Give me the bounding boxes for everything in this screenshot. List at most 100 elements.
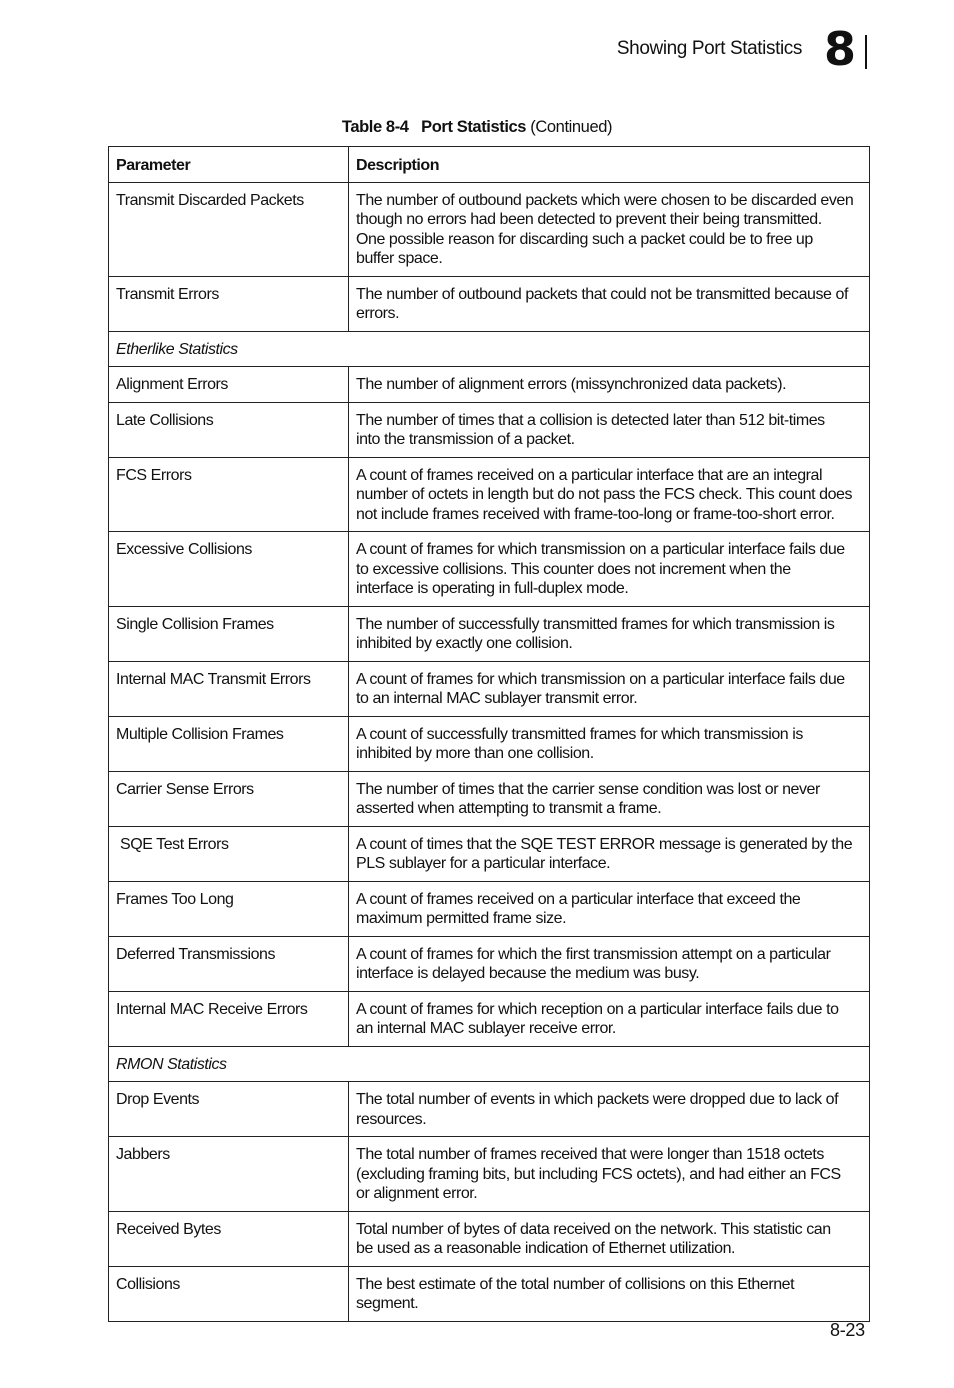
caption-title: Port Statistics	[421, 118, 527, 136]
table-row: FCS Errors A count of frames received on …	[108, 456, 870, 532]
description-line: resources.	[356, 1110, 427, 1128]
description-line: The total number of events in which pack…	[356, 1091, 839, 1108]
parameter-cell: Alignment Errors	[108, 366, 349, 403]
description-line: into the transmission of a packet.	[356, 431, 575, 448]
description-line: inhibited by more than one collision.	[356, 745, 594, 762]
parameter-cell: Internal MAC Receive Errors	[108, 990, 349, 1047]
description-line: The number of outbound packets that coul…	[356, 285, 848, 303]
section-label: Etherlike Statistics	[108, 330, 870, 367]
description-line: (excluding framing bits, but including F…	[356, 1165, 841, 1183]
description-line: A count of frames received on a particul…	[356, 890, 801, 908]
parameter-cell: Carrier Sense Errors	[108, 770, 349, 827]
parameter-cell: Frames Too Long	[108, 880, 349, 937]
parameter-cell: Single Collision Frames	[108, 605, 349, 662]
caption-suffix: (Continued)	[530, 118, 613, 136]
parameter-cell: Jabbers	[108, 1136, 349, 1212]
description-cell: A count of frames received on a particul…	[348, 456, 870, 532]
description-line: inhibited by exactly one collision.	[356, 635, 573, 652]
table-row: Jabbers The total number of frames receiv…	[108, 1136, 870, 1212]
chapter-number: 8	[824, 22, 857, 76]
description-line: The number of alignment errors (missynch…	[356, 376, 787, 393]
description-line: buffer space.	[356, 250, 443, 267]
description-cell: A count of frames for which reception on…	[348, 990, 870, 1047]
description-line: One possible reason for discarding such …	[356, 230, 813, 248]
table-row: Received Bytes Total number of bytes of d…	[108, 1210, 870, 1267]
description-cell: The number of times that the carrier sen…	[348, 770, 870, 827]
description-line: PLS sublayer for a particular interface.	[356, 855, 611, 872]
description-line: or alignment error.	[356, 1185, 478, 1202]
table-row: Drop Events The total number of events in…	[108, 1081, 870, 1137]
table-row: Carrier Sense Errors The number of times …	[108, 770, 870, 827]
description-cell: A count of frames for which the first tr…	[348, 935, 870, 992]
description-line: The number of times that the carrier sen…	[356, 780, 820, 798]
table-row: Alignment Errors The number of alignment …	[108, 366, 870, 403]
description-line: not include frames received with frame-t…	[356, 505, 835, 523]
description-line: to an internal MAC sublayer transmit err…	[356, 690, 638, 707]
parameter-cell: FCS Errors	[108, 456, 349, 532]
parameter-cell: Deferred Transmissions	[108, 935, 349, 992]
description-cell: The number of times that a collision is …	[348, 401, 870, 458]
description-line: segment.	[356, 1295, 419, 1312]
table-row: Single Collision Frames The number of suc…	[108, 605, 870, 662]
description-line: A count of frames received on a particul…	[356, 466, 823, 484]
description-line: number of octets in length but do not pa…	[356, 486, 853, 503]
description-line: errors.	[356, 305, 400, 322]
table-row: SQE Test Errors A count of times that the…	[108, 825, 870, 882]
running-header-title: Showing Port Statistics	[616, 38, 803, 59]
description-line: though no errors had been detected to pr…	[356, 211, 822, 228]
port-statistics-table: Parameter Description Transmit Discarded…	[108, 146, 870, 1322]
parameter-cell: Received Bytes	[108, 1210, 349, 1267]
table-header-row: Parameter Description	[108, 146, 870, 183]
parameter-cell: Collisions	[108, 1265, 349, 1322]
description-line: The number of outbound packets which wer…	[356, 191, 854, 209]
section-row: Etherlike Statistics	[108, 330, 870, 367]
table-row: Multiple Collision Frames A count of succ…	[108, 715, 870, 772]
section-label: RMON Statistics	[108, 1045, 870, 1082]
description-cell: Total number of bytes of data received o…	[348, 1210, 870, 1267]
description-cell: A count of times that the SQE TEST ERROR…	[348, 825, 870, 882]
description-cell: A count of frames for which transmission…	[348, 660, 870, 717]
table-row: Collisions The best estimate of the total…	[108, 1265, 870, 1322]
description-cell: The number of alignment errors (missynch…	[348, 366, 870, 403]
description-line: A count of frames for which transmission…	[356, 541, 845, 558]
description-cell: The best estimate of the total number of…	[348, 1265, 870, 1322]
table-row: Excessive Collisions A count of frames fo…	[108, 531, 870, 607]
table-row: Frames Too Long A count of frames receive…	[108, 880, 870, 937]
description-line: Total number of bytes of data received o…	[356, 1220, 831, 1238]
description-cell: The total number of events in which pack…	[348, 1081, 870, 1137]
description-line: to excessive collisions. This counter do…	[356, 560, 791, 578]
description-line: interface is delayed because the medium …	[356, 965, 700, 982]
description-line: be used as a reasonable indication of Et…	[356, 1240, 736, 1257]
description-line: The total number of frames received that…	[356, 1146, 824, 1163]
table-caption: Table 8-4 Port Statistics (Continued)	[0, 118, 954, 137]
description-line: interface is operating in full-duplex mo…	[356, 580, 629, 597]
parameter-cell: Drop Events	[108, 1081, 349, 1137]
description-line: The number of successfully transmitted f…	[356, 615, 835, 633]
parameter-cell: Late Collisions	[108, 401, 349, 458]
table-row: Internal MAC Receive Errors A count of fr…	[108, 990, 870, 1047]
parameter-cell: Transmit Errors	[108, 275, 349, 332]
description-cell: The number of outbound packets that coul…	[348, 275, 870, 332]
chapter-rule	[865, 35, 867, 69]
description-line: an internal MAC sublayer receive error.	[356, 1020, 616, 1037]
parameter-cell: SQE Test Errors	[108, 825, 349, 882]
description-line: asserted when attempting to transmit a f…	[356, 800, 662, 817]
description-line: maximum permitted frame size.	[356, 910, 567, 927]
description-line: A count of successfully transmitted fram…	[356, 725, 803, 743]
parameter-cell: Transmit Discarded Packets	[108, 181, 349, 277]
table-row: Late Collisions The number of times that …	[108, 401, 870, 458]
description-line: A count of frames for which reception on…	[356, 1000, 839, 1018]
column-header-parameter: Parameter	[108, 146, 349, 183]
description-line: The number of times that a collision is …	[356, 411, 825, 429]
description-cell: The number of outbound packets which wer…	[348, 181, 870, 277]
section-row: RMON Statistics	[108, 1045, 870, 1082]
description-cell: The number of successfully transmitted f…	[348, 605, 870, 662]
page-number: 8-23	[830, 1320, 865, 1340]
description-cell: The total number of frames received that…	[348, 1136, 870, 1212]
table-row: Deferred Transmissions A count of frames …	[108, 935, 870, 992]
parameter-cell: Internal MAC Transmit Errors	[108, 660, 349, 717]
description-cell: A count of successfully transmitted fram…	[348, 715, 870, 772]
description-line: A count of frames for which transmission…	[356, 670, 845, 688]
description-line: A count of frames for which the first tr…	[356, 945, 831, 963]
